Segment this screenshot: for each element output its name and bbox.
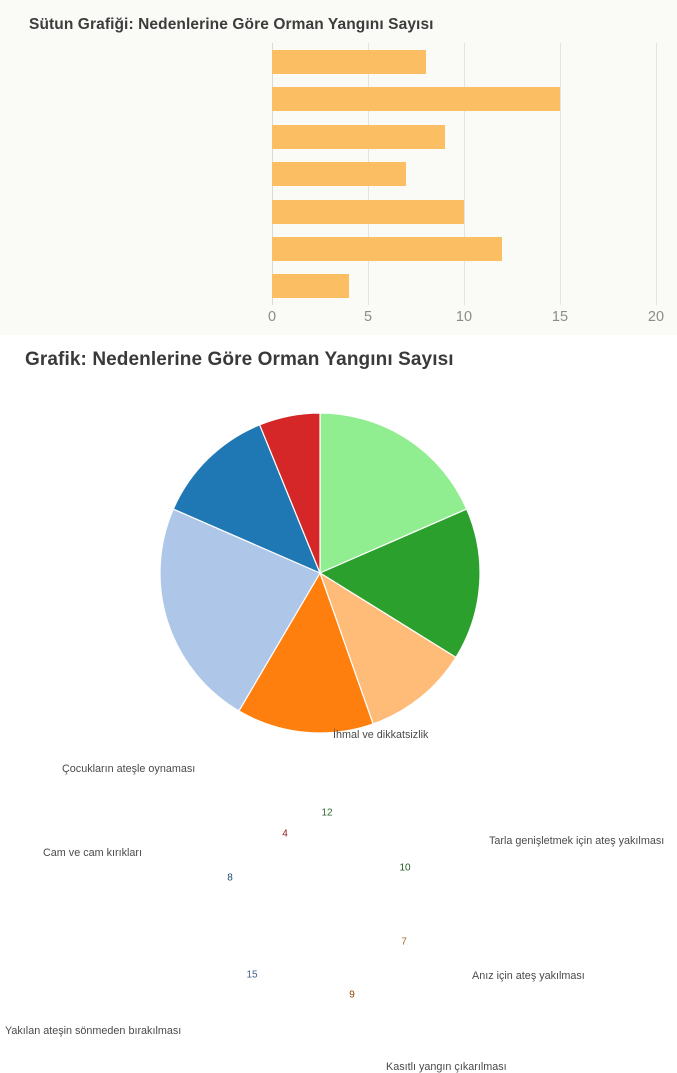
- pie-label-yakilan: Yakılan ateşin sönmeden bırakılması: [5, 1025, 182, 1037]
- bar[interactable]: [272, 50, 426, 74]
- gridline-10: [464, 43, 465, 305]
- pie-chart-panel: Grafik: Nedenlerine Göre Orman Yangını S…: [0, 335, 677, 1073]
- pie-slice-value: 9: [349, 989, 355, 1001]
- x-tick-label: 20: [647, 309, 665, 325]
- pie-slice-group: [159, 412, 481, 734]
- pie-slice[interactable]: [238, 571, 374, 734]
- pie-slice[interactable]: [319, 412, 468, 574]
- pie-slice-value: 4: [282, 828, 288, 840]
- bar[interactable]: [272, 124, 445, 149]
- pie-label-tarla: Tarla genişletmek için ateş yakılması: [489, 835, 665, 847]
- bar-chart-title: Sütun Grafiği: Nedenlerine Göre Orman Ya…: [29, 16, 434, 33]
- gridline-20: [656, 43, 657, 305]
- bar[interactable]: [272, 162, 407, 187]
- pie-slice-value: 8: [227, 872, 233, 884]
- pie-chart-svg: [159, 412, 481, 734]
- pie-slice-value: 15: [246, 969, 258, 981]
- bar-chart-plot-area: Cam ve cam kırıkları Yakılan ateşin sönm…: [268, 43, 664, 325]
- pie-slice[interactable]: [318, 508, 481, 659]
- pie-label-ihmal: İhmal ve dikkatsizlik: [333, 729, 429, 741]
- pie-slice-value: 12: [321, 807, 333, 819]
- gridline-15: [560, 43, 561, 305]
- pie-chart-title: Grafik: Nedenlerine Göre Orman Yangını S…: [25, 349, 454, 370]
- x-tick-label: 15: [551, 309, 569, 325]
- pie-slice[interactable]: [318, 571, 457, 725]
- x-tick-label: 0: [267, 309, 277, 325]
- bar[interactable]: [272, 199, 464, 224]
- x-tick-label: 10: [455, 309, 473, 325]
- bar[interactable]: [272, 274, 349, 299]
- bar-chart-panel: Sütun Grafiği: Nedenlerine Göre Orman Ya…: [0, 0, 677, 335]
- pie-slice[interactable]: [159, 508, 321, 712]
- pie-label-aniz: Anız için ateş yakılması: [472, 970, 585, 982]
- pie-label-cocuklarin: Çocukların ateşle oynaması: [62, 763, 196, 775]
- pie-slice[interactable]: [172, 424, 322, 575]
- pie-slice-value: 10: [399, 862, 411, 874]
- pie-slice[interactable]: [258, 412, 321, 574]
- bar[interactable]: [272, 87, 560, 112]
- bar[interactable]: [272, 237, 503, 261]
- pie-label-cam: Cam ve cam kırıkları: [43, 847, 142, 859]
- x-tick-label: 5: [363, 309, 373, 325]
- pie-label-kasitli: Kasıtlı yangın çıkarılması: [386, 1061, 507, 1073]
- pie-slice-value: 7: [401, 936, 407, 948]
